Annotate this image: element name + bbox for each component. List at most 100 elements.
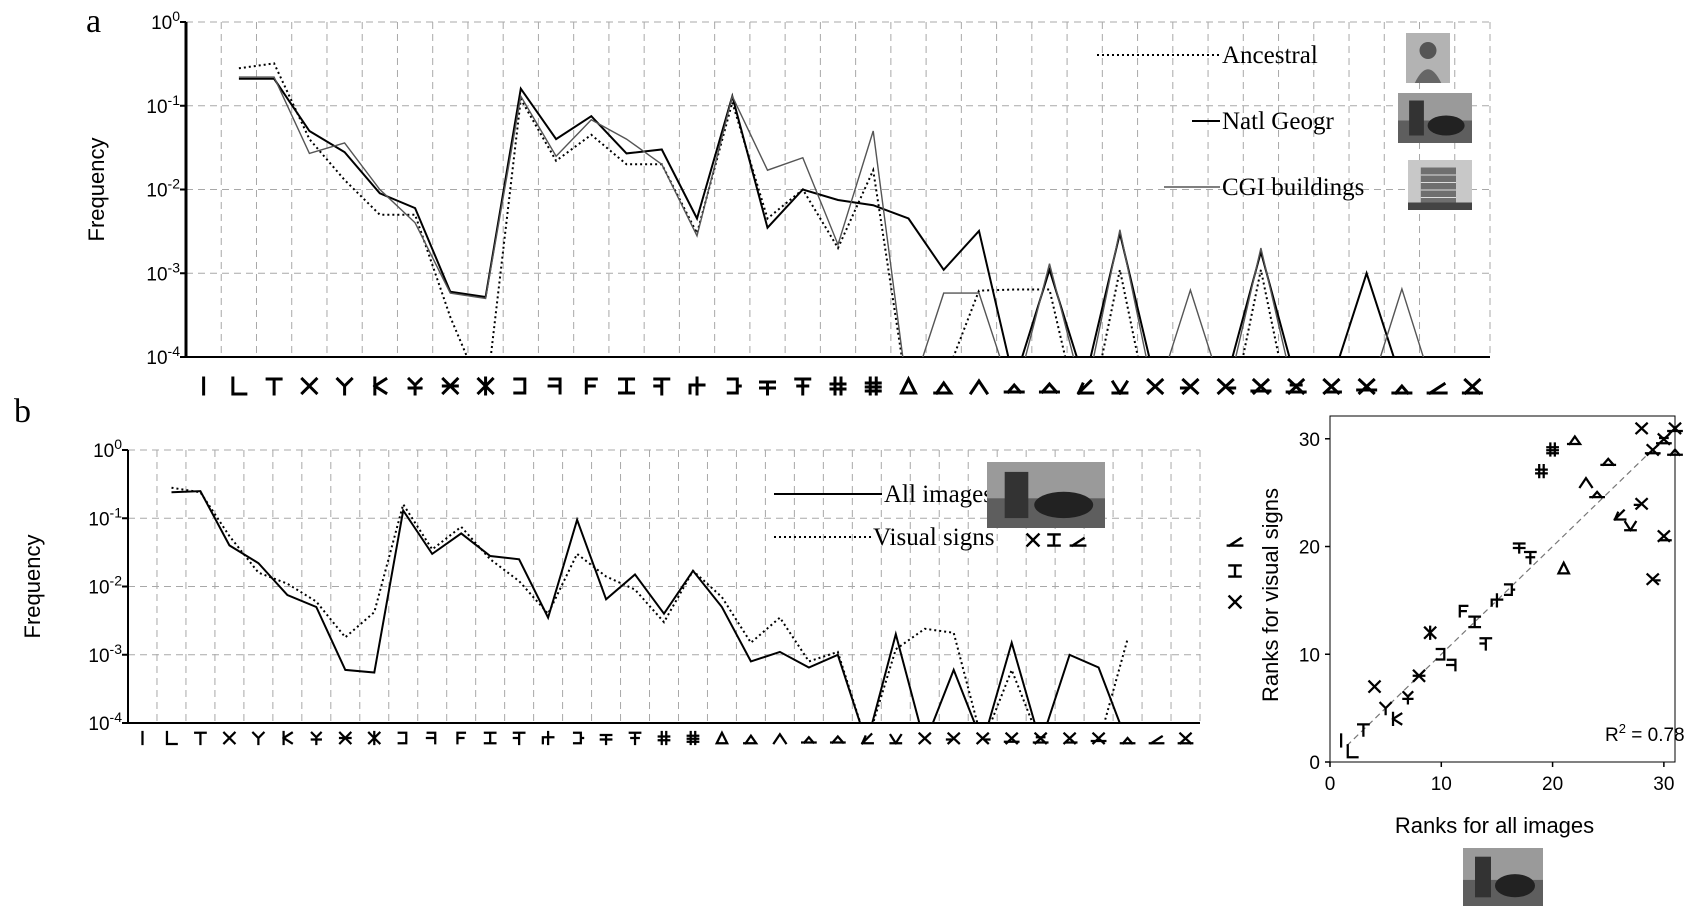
- x-tick-junction-icon: [1076, 378, 1095, 396]
- x-tick-junction-icon: [1179, 377, 1200, 396]
- scatter-point-junction-icon: [1412, 668, 1426, 683]
- x-tick-junction-icon: [338, 731, 353, 745]
- x-tick-junction-icon: [367, 730, 382, 746]
- y-tick-label: 10-3: [88, 641, 122, 667]
- panel-b-chart: 100 10-1 10-2 10-3 10-4 Frequency All images Vi…: [20, 436, 1201, 746]
- scatter-point-junction-icon: [1589, 490, 1605, 499]
- legend-ancestral-label: Ancestral: [1222, 42, 1318, 69]
- y-tick-label: 100: [93, 436, 122, 462]
- scatter-point-junction-icon: [1503, 583, 1516, 596]
- y-tick-label: 10-4: [146, 343, 180, 369]
- y-tick-label: 10-4: [88, 709, 122, 735]
- x-tick-junction-icon: [165, 730, 178, 746]
- x-tick-junction-icon: [406, 376, 424, 396]
- scatter-point-junction-icon: [1645, 572, 1661, 586]
- x-tick-junction-icon: [759, 380, 777, 396]
- x-tick-label: 0: [1325, 774, 1336, 795]
- scatter-point-junction-icon: [1378, 701, 1393, 716]
- y-tick-label: 20: [1299, 538, 1320, 559]
- x-tick-junction-icon: [1285, 377, 1307, 396]
- y-tick-label: 0: [1309, 753, 1320, 774]
- x-tick-junction-icon: [945, 731, 961, 745]
- legend-natl-geogr-label: Natl Geogr: [1222, 108, 1334, 135]
- x-tick-junction-icon: [300, 376, 319, 396]
- x-tick-junction-icon: [794, 377, 812, 396]
- x-tick-junction-icon: [572, 731, 585, 745]
- x-tick-junction-icon: [975, 731, 991, 745]
- x-tick-junction-icon: [829, 376, 847, 396]
- legend-visual-signs-label: Visual signs: [873, 524, 994, 551]
- x-tick-junction-icon: [917, 731, 932, 745]
- scatter-point-junction-icon: [1667, 447, 1683, 457]
- x-tick-junction-icon: [1461, 377, 1483, 396]
- x-tick-junction-icon: [743, 733, 759, 745]
- y-axis-title: Ranks for visual signs: [1258, 488, 1283, 702]
- visual-sign-glyph-icon: [1227, 594, 1243, 610]
- x-tick-junction-icon: [1322, 377, 1342, 396]
- x-tick-junction-icon: [1110, 379, 1130, 396]
- x-tick-junction-icon: [251, 731, 266, 746]
- scatter-point-junction-icon: [1613, 508, 1627, 522]
- x-tick-junction-icon: [686, 730, 700, 746]
- trendline: [1346, 427, 1676, 747]
- x-tick-junction-icon: [688, 376, 706, 396]
- scatter-point-junction-icon: [1423, 625, 1438, 640]
- x-tick-junction-icon: [265, 377, 283, 396]
- x-tick-junction-icon: [1003, 731, 1020, 745]
- x-tick-junction-icon: [657, 730, 671, 746]
- r-squared-label: R2 = 0.78: [1605, 721, 1685, 746]
- x-tick-junction-icon: [933, 380, 954, 396]
- x-tick-junction-icon: [864, 376, 882, 396]
- scatter-point-junction-icon: [1435, 647, 1446, 661]
- x-axis-title: Ranks for all images: [1395, 813, 1594, 838]
- scatter-point-junction-icon: [1578, 476, 1594, 489]
- visual-sign-glyph-icon: [1047, 533, 1061, 547]
- x-tick-junction-icon: [726, 377, 742, 395]
- x-tick-junction-icon: [860, 732, 874, 745]
- scatter-point-junction-icon: [1655, 432, 1672, 446]
- x-tick-junction-icon: [425, 731, 437, 745]
- x-tick-junction-icon: [1426, 381, 1448, 396]
- visual-sign-glyph-icon: [1226, 536, 1244, 548]
- y-tick-label: 10-1: [88, 504, 122, 530]
- x-tick-junction-icon: [1216, 377, 1237, 396]
- x-tick-junction-icon: [618, 377, 636, 395]
- x-tick-junction-icon: [222, 731, 237, 745]
- series-line-ancestral: [238, 62, 1280, 357]
- x-tick-junction-icon: [1119, 736, 1136, 745]
- x-tick-junction-icon: [968, 378, 990, 396]
- x-tick-junction-icon: [714, 730, 730, 745]
- y-tick-label: 30: [1299, 430, 1320, 451]
- panel-a-letter: a: [86, 3, 101, 40]
- scatter-point-junction-icon: [1357, 723, 1370, 737]
- x-tick-junction-icon: [541, 730, 555, 746]
- series-line-visual-signs: [171, 486, 1129, 723]
- x-tick-junction-icon: [513, 377, 527, 395]
- y-tick-label: 10-1: [146, 92, 180, 118]
- scatter-plot-frame: [1329, 415, 1676, 763]
- all-images-thumbnail: [987, 462, 1105, 528]
- scatter-point-junction-icon: [1468, 615, 1482, 629]
- x-tick-junction-icon: [1148, 734, 1165, 745]
- x-tick-junction-icon: [282, 730, 294, 746]
- x-tick-junction-icon: [1003, 382, 1025, 395]
- scatter-point-junction-icon: [1546, 442, 1559, 457]
- scatter-point-junction-icon: [1490, 593, 1504, 608]
- scatter-point-junction-icon: [1479, 637, 1493, 651]
- x-tick-junction-icon: [441, 376, 460, 396]
- x-tick-junction-icon: [547, 377, 562, 395]
- x-tick-junction-icon: [456, 731, 467, 745]
- y-tick-label: 100: [151, 8, 180, 34]
- scatter-point-junction-icon: [1346, 744, 1359, 759]
- x-tick-label: 30: [1653, 774, 1674, 795]
- x-tick-junction-icon: [628, 731, 642, 746]
- x-tick-junction-icon: [772, 732, 788, 745]
- x-tick-junction-icon: [1146, 377, 1165, 396]
- scatter-point-junction-icon: [1633, 497, 1649, 511]
- scatter-point-junction-icon: [1556, 560, 1571, 575]
- x-tick-junction-icon: [1250, 377, 1272, 396]
- scatter-point-junction-icon: [1458, 604, 1469, 618]
- ancestral-thumbnail: [1406, 33, 1450, 83]
- x-tick-junction-icon: [1177, 731, 1194, 745]
